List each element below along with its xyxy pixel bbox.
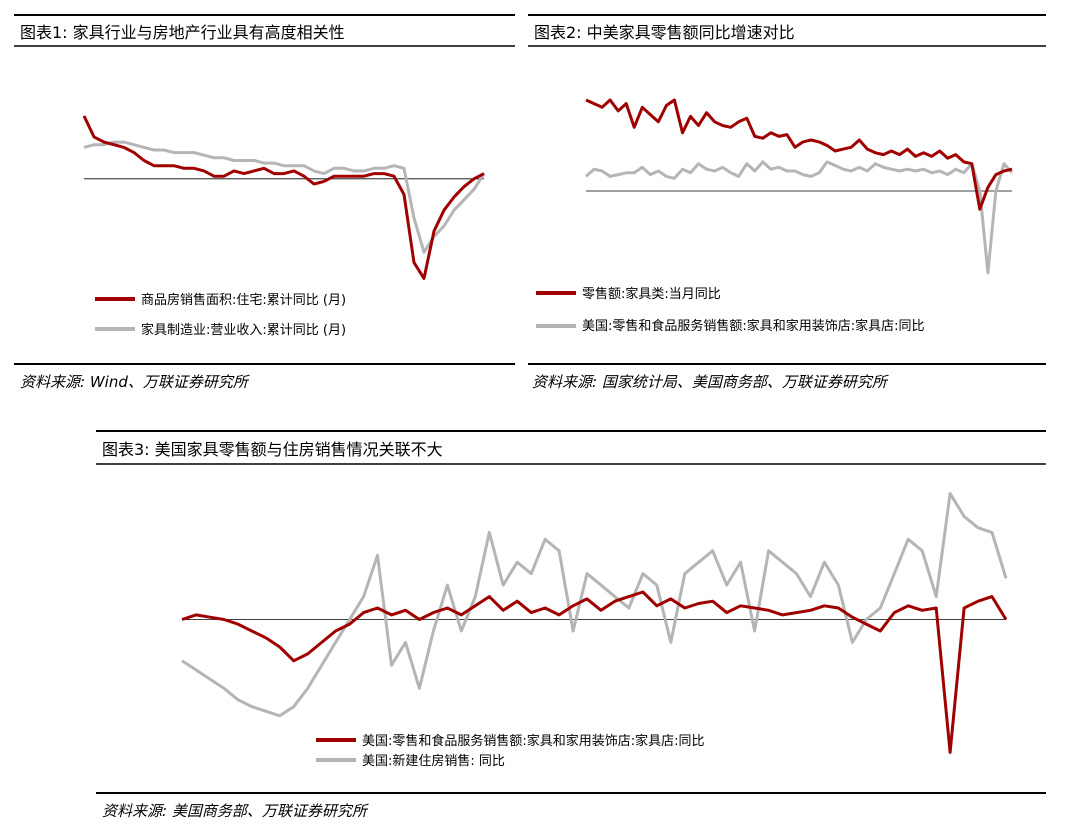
legend-label: 美国:零售和食品服务销售额:家具和家用装饰店:家具店:同比: [362, 733, 705, 749]
legend-label: 商品房销售面积:住宅:累计同比 (月): [141, 292, 346, 308]
legend-label: 美国:新建住房销售: 同比: [362, 753, 505, 769]
panel2-source: 资料来源: 国家统计局、美国商务部、万联证券研究所: [532, 373, 889, 391]
panel1-source: 资料来源: Wind、万联证券研究所: [20, 373, 250, 391]
panel3-source: 资料来源: 美国商务部、万联证券研究所: [102, 802, 369, 820]
panel1-title: 图表1: 家具行业与房地产行业具有高度相关性: [20, 23, 345, 42]
panel3-title: 图表3: 美国家具零售额与住房销售情况关联不大: [102, 440, 443, 459]
series-line-red: [181, 590, 1008, 754]
panel2-title: 图表2: 中美家具零售额同比增速对比: [534, 23, 795, 42]
series-line-red: [585, 98, 1013, 211]
series-line-gray: [181, 492, 1008, 718]
series-line-gray: [83, 140, 486, 254]
chart1: 商品房销售面积:住宅:累计同比 (月) 家具制造业:营业收入:累计同比 (月): [82, 115, 486, 338]
legend-label: 家具制造业:营业收入:累计同比 (月): [141, 322, 346, 338]
legend-label: 美国:零售和食品服务销售额:家具和家用装饰店:家具店:同比: [582, 318, 925, 334]
chart3: 美国:零售和食品服务销售额:家具和家用装饰店:家具店:同比美国:新建住房销售: …: [181, 492, 1008, 769]
legend-label: 零售额:家具类:当月同比: [582, 286, 721, 302]
chart2: 零售额:家具类:当月同比美国:零售和食品服务销售额:家具和家用装饰店:家具店:同…: [536, 98, 1014, 334]
series-line-red: [82, 115, 485, 280]
series-line-gray: [584, 160, 1014, 275]
